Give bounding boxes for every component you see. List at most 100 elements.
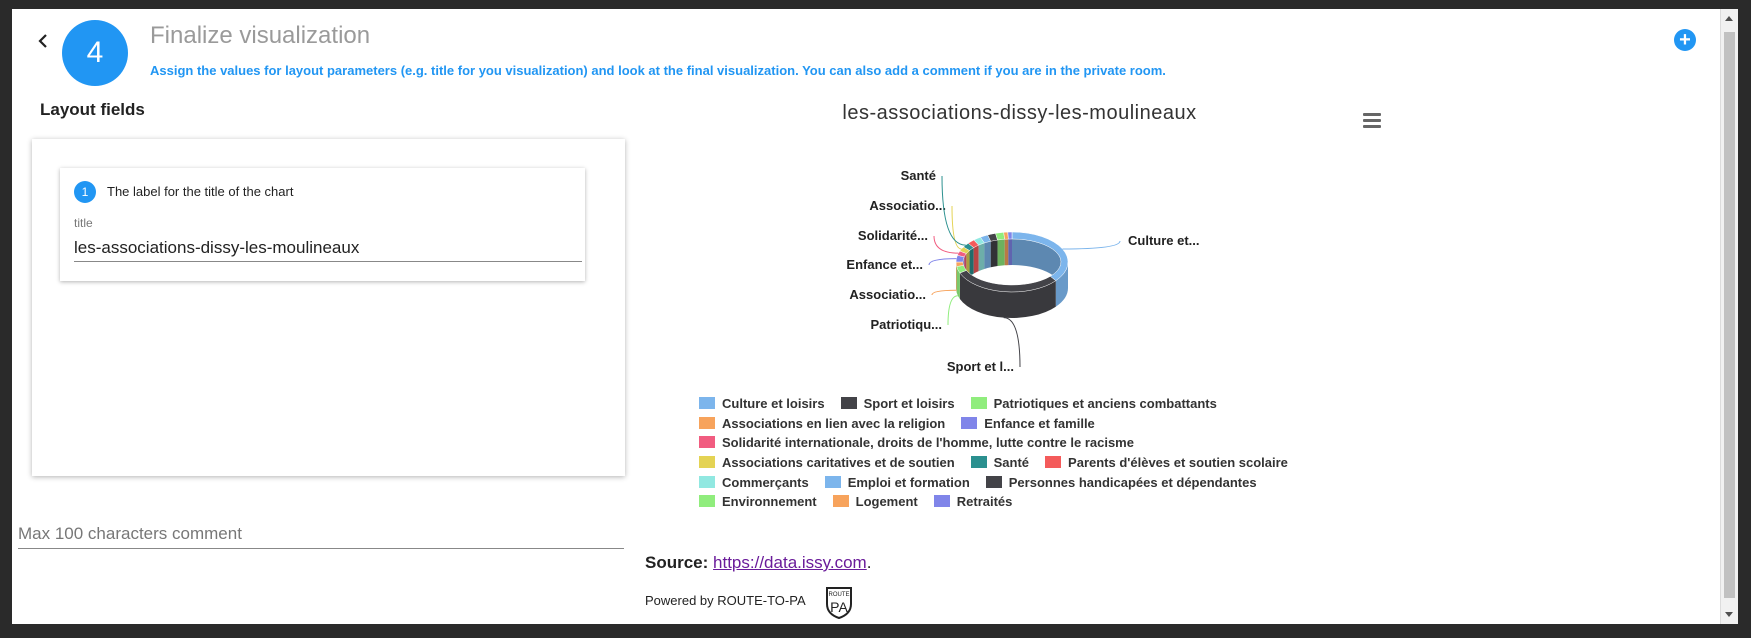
legend-item[interactable]: Associations caritatives et de soutien — [699, 455, 955, 470]
legend-item[interactable]: Patriotiques et anciens combattants — [970, 395, 1217, 411]
legend-swatch — [840, 397, 857, 409]
chevron-left-icon — [38, 34, 47, 48]
main-window: 4 Finalize visualization Assign the valu… — [12, 9, 1720, 624]
legend-item[interactable]: Enfance et famille — [961, 416, 1095, 431]
legend-item[interactable]: Culture et loisirs — [699, 396, 825, 411]
pie-slice-13[interactable] — [1003, 231, 1009, 240]
data-label-2: Patriotiqu... — [871, 317, 943, 332]
data-label-3: Associatio... — [849, 287, 926, 302]
step-description: Assign the values for layout parameters … — [150, 63, 1166, 78]
legend-item[interactable]: Santé — [970, 455, 1029, 470]
legend-item[interactable]: Personnes handicapées et dépendantes — [985, 474, 1257, 490]
legend-label: Logement — [855, 493, 918, 509]
data-label-1: Sport et l... — [947, 359, 1014, 374]
legend-label: Environnement — [722, 493, 817, 509]
source-link[interactable]: https://data.issy.com — [713, 553, 867, 572]
pie-slice-3[interactable] — [955, 261, 964, 267]
legend-row: Associations en lien avec la religion Enf… — [699, 414, 1111, 432]
legend-label: Personnes handicapées et dépendantes — [1008, 474, 1257, 490]
legend-row: Culture et loisirs Sport et loisirs Patrio… — [699, 394, 1233, 412]
legend-swatch — [832, 495, 849, 507]
data-label-connector — [951, 205, 962, 250]
field-description: The label for the title of the chart — [107, 184, 294, 199]
step-number-badge: 4 — [62, 20, 128, 86]
legend-swatch — [699, 417, 715, 429]
data-label-7: Santé — [901, 168, 936, 183]
title-field-card — [60, 168, 585, 281]
scroll-up-arrow-icon[interactable] — [1725, 16, 1733, 21]
legend-label: Associations caritatives et de soutien — [722, 454, 955, 470]
legend-swatch — [699, 495, 715, 507]
chart-menu-button[interactable] — [1363, 113, 1383, 131]
vertical-scrollbar[interactable] — [1720, 9, 1738, 624]
legend-row: Associations caritatives et de soutien Sa… — [699, 453, 1304, 471]
donut-inner-wall — [1012, 239, 1061, 288]
legend-label: Sport et loisirs — [863, 395, 955, 411]
legend-swatch — [961, 417, 978, 429]
comment-input[interactable] — [18, 520, 624, 549]
data-label-connector — [1003, 317, 1021, 368]
donut-inner-wall — [990, 240, 998, 268]
data-label-connector — [941, 175, 966, 246]
legend-swatch — [970, 456, 987, 468]
route-to-pa-logo: ROUTE PA — [821, 584, 857, 620]
legend-swatch — [699, 397, 715, 409]
legend-label: Patriotiques et anciens combattants — [993, 395, 1217, 411]
layout-fields-heading: Layout fields — [40, 100, 145, 119]
page-title: Finalize visualization — [150, 22, 371, 49]
back-button[interactable] — [28, 26, 58, 56]
legend-label: Associations en lien avec la religion — [722, 415, 946, 431]
pie-chart: Culture et... Sport et l... Patriotiqu... A… — [846, 168, 1200, 374]
hamburger-menu-icon — [1363, 113, 1383, 128]
source-suffix: . — [866, 553, 872, 572]
svg-text:PA: PA — [830, 599, 848, 615]
data-label-connector — [931, 289, 957, 296]
legend-item[interactable]: Associations en lien avec la religion — [699, 416, 945, 431]
pie-slice-14[interactable] — [1007, 231, 1013, 240]
legend-item[interactable]: Solidarité internationale, droits de l'h… — [699, 435, 1134, 450]
legend-label: Retraités — [956, 493, 1013, 509]
donut-outer-wall — [956, 262, 957, 293]
legend-item[interactable]: Emploi et formation — [824, 474, 970, 490]
legend-label: Parents d'élèves et soutien scolaire — [1068, 454, 1288, 470]
data-label-connector — [947, 295, 958, 326]
legend-swatch — [1045, 456, 1062, 468]
data-label-5: Solidarité... — [858, 228, 928, 243]
plus-circle-icon: + — [1679, 28, 1691, 51]
data-label-connector — [1062, 240, 1121, 250]
legend-row: Commerçants Emploi et formation Personnes … — [699, 473, 1273, 491]
field-number-badge: 1 — [74, 181, 96, 203]
scrollbar-thumb[interactable] — [1724, 32, 1735, 598]
legend-item[interactable]: Environnement — [699, 494, 817, 509]
legend-swatch — [970, 397, 987, 409]
legend-swatch — [699, 476, 715, 488]
data-label-connector — [933, 235, 959, 254]
legend-label: Emploi et formation — [847, 474, 970, 490]
title-input[interactable] — [74, 235, 582, 262]
legend-item[interactable]: Sport et loisirs — [840, 395, 955, 411]
field-name-label: title — [74, 216, 93, 230]
chart-title: les-associations-dissy-les-moulineaux — [842, 102, 1197, 124]
legend-item[interactable]: Commerçants — [699, 475, 809, 490]
donut-inner-wall — [969, 247, 974, 277]
source-label: Source: — [645, 553, 709, 572]
legend-item[interactable]: Parents d'élèves et soutien scolaire — [1045, 455, 1288, 470]
donut-outer-wall — [959, 272, 1056, 318]
donut-outer-wall — [956, 266, 960, 299]
scroll-down-arrow-icon[interactable] — [1725, 612, 1733, 617]
legend-item[interactable]: Logement — [832, 493, 918, 509]
donut-inner-wall — [978, 242, 985, 272]
legend-label: Solidarité internationale, droits de l'h… — [722, 434, 1134, 450]
legend-row: Environnement Logement Retraités — [699, 492, 1028, 510]
legend-row: Solidarité internationale, droits de l'h… — [699, 433, 1150, 451]
powered-by-text: Powered by ROUTE-TO-PA — [645, 593, 806, 608]
svg-text:ROUTE: ROUTE — [829, 592, 850, 598]
data-label-connector — [928, 258, 957, 266]
legend-swatch — [985, 476, 1002, 488]
data-label-0: Culture et... — [1128, 233, 1200, 248]
legend-item[interactable]: Retraités — [933, 493, 1013, 509]
donut-inner-wall — [1004, 239, 1009, 266]
add-button[interactable]: + — [1674, 29, 1696, 51]
donut-inner-wall — [1008, 239, 1012, 266]
donut-inner-wall — [984, 241, 991, 269]
